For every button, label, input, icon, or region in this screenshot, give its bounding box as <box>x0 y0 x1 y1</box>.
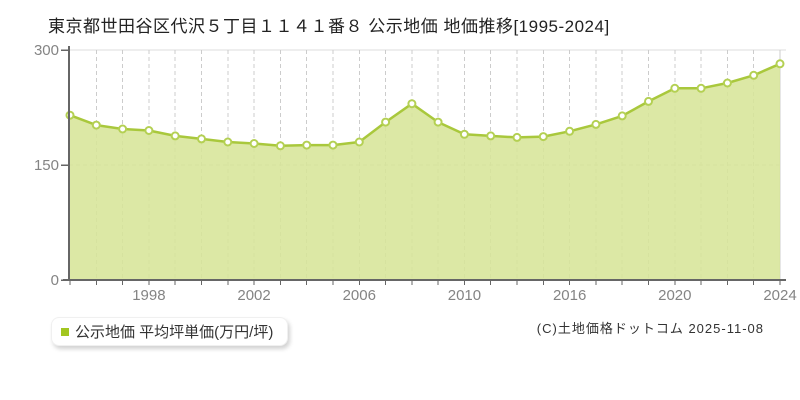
data-point <box>486 131 496 141</box>
y-tick-labels: 0 150 300 <box>34 42 59 289</box>
legend: 公示地価 平均坪単価(万円/坪) <box>51 317 289 346</box>
data-point <box>170 131 180 141</box>
data-point <box>696 83 706 93</box>
data-point <box>512 132 522 142</box>
data-point <box>459 129 469 139</box>
x-tick-label: 2002 <box>237 287 270 304</box>
data-point <box>565 126 575 136</box>
y-tick-label: 300 <box>34 42 59 59</box>
y-tick-label: 150 <box>34 157 59 174</box>
data-point <box>381 117 391 127</box>
x-tick-labels: 1998 2002 2006 2010 2016 2020 2024 <box>132 287 796 304</box>
data-point <box>275 141 285 151</box>
data-point <box>197 134 206 144</box>
price-line <box>68 62 782 148</box>
data-point <box>91 120 101 130</box>
data-point-markers <box>65 59 785 151</box>
y-tick-label: 0 <box>51 272 59 289</box>
axes <box>61 46 786 285</box>
x-tick-label: 2020 <box>658 287 691 304</box>
x-tick-label: 2006 <box>343 287 376 304</box>
data-point <box>775 59 785 69</box>
legend-color-swatch <box>61 327 69 336</box>
data-point <box>670 83 680 93</box>
data-point <box>144 126 154 135</box>
data-point <box>302 140 312 150</box>
data-point <box>538 132 548 142</box>
data-point <box>433 117 443 127</box>
page-title: 東京都世田谷区代沢５丁目１１４１番８ 公示地価 地価推移[1995-2024] <box>48 17 610 36</box>
data-point <box>749 70 759 80</box>
data-point <box>223 137 233 147</box>
data-point <box>354 137 364 147</box>
x-tick-label: 2010 <box>448 287 481 304</box>
price-area <box>70 63 780 280</box>
legend-label: 公示地価 平均坪単価(万円/坪) <box>75 324 274 341</box>
copyright-note: (C)土地価格ドットコム 2025-11-08 <box>536 321 764 336</box>
data-point <box>644 96 653 106</box>
data-point <box>118 124 128 134</box>
data-point <box>407 99 417 109</box>
data-point <box>722 78 732 88</box>
data-point <box>328 140 338 150</box>
data-point <box>617 111 627 121</box>
x-tick-label: 2016 <box>553 287 586 304</box>
x-tick-label: 1998 <box>132 287 165 304</box>
data-point <box>591 119 601 129</box>
price-trend-chart: 0 150 300 1998 2002 2006 2010 2016 2020 2024 <box>34 42 797 304</box>
x-tick-label: 2024 <box>763 287 796 304</box>
data-point <box>249 139 259 148</box>
